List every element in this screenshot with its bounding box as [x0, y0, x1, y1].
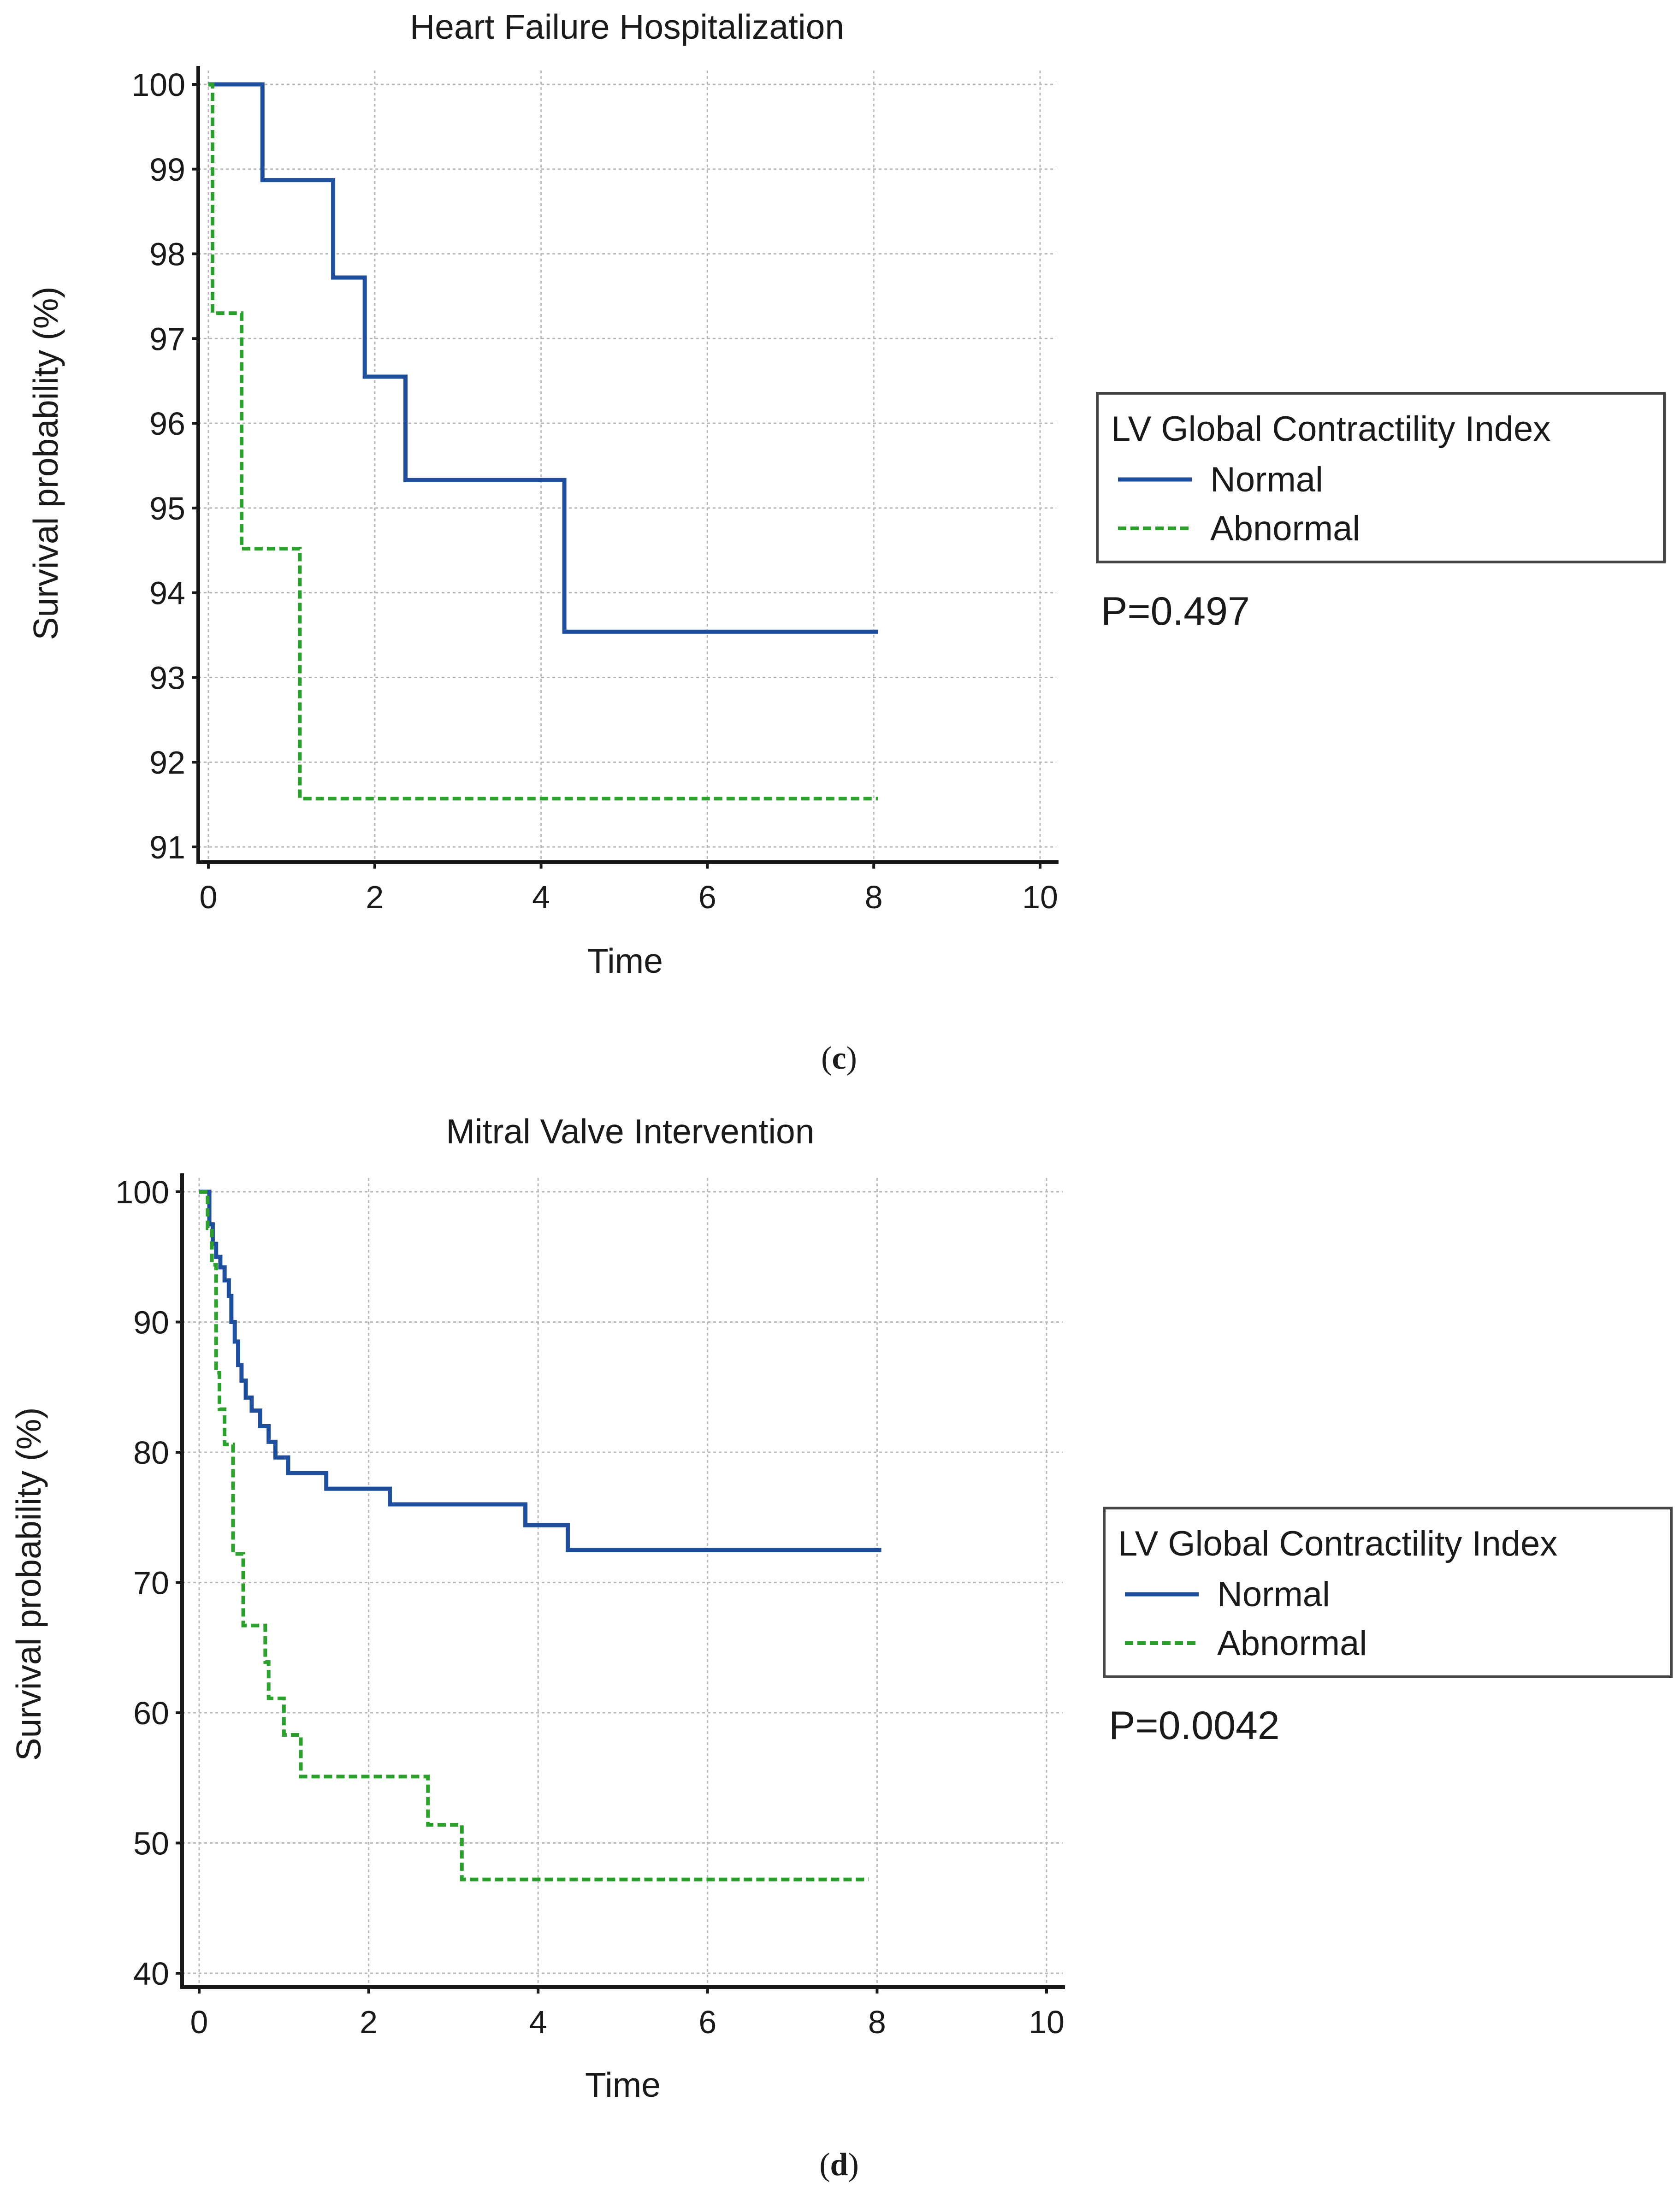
legend-title: LV Global Contractility Index	[1118, 1524, 1557, 1563]
legend-label-abnormal: Abnormal	[1210, 509, 1360, 548]
legend-label-abnormal: Abnormal	[1217, 1624, 1367, 1663]
y-tick-label: 94	[149, 575, 185, 611]
panel-label: (c)	[821, 1041, 857, 1076]
legend-label-normal: Normal	[1217, 1575, 1330, 1614]
axes	[192, 66, 1059, 869]
x-tick-label: 6	[698, 2004, 716, 2040]
series-abnormal-line	[208, 83, 878, 801]
y-tick-label: 93	[149, 660, 185, 696]
p-value: P=0.0042	[1109, 1704, 1280, 1748]
legend-title: LV Global Contractility Index	[1111, 409, 1550, 449]
legend: LV Global Contractility Index Normal Abn…	[1096, 392, 1666, 563]
series-group	[199, 1189, 881, 1881]
p-value: P=0.497	[1101, 589, 1250, 633]
series-group	[208, 82, 878, 801]
x-tick-labels: 0 2 4 6 8 10	[200, 879, 1058, 915]
y-tick-label: 97	[149, 321, 185, 357]
panel-letter: d	[830, 2147, 848, 2183]
series-normal-line	[199, 1189, 881, 1552]
x-tick-label: 8	[868, 2004, 886, 2040]
panel-letter: c	[832, 1041, 846, 1076]
x-tick-label: 4	[529, 2004, 547, 2040]
panel-label: (d)	[819, 2147, 859, 2183]
y-tick-label: 92	[149, 745, 185, 781]
y-tick-label: 100	[115, 1174, 169, 1210]
y-axis-label: Survival probability (%)	[9, 1408, 48, 1761]
y-tick-labels: 40 50 60 70 80 90 100	[115, 1174, 169, 1992]
panel-c: Heart Failure Hospitalization 91 92 93 94 95…	[26, 7, 1666, 1076]
x-tick-label: 10	[1029, 2004, 1065, 2040]
x-tick-label: 10	[1022, 879, 1058, 915]
x-tick-label: 0	[200, 879, 218, 915]
y-tick-label: 99	[149, 152, 185, 188]
y-tick-label: 80	[133, 1435, 169, 1471]
y-tick-labels: 91 92 93 94 95 96 97 98 99 100	[131, 67, 185, 865]
axes	[176, 1173, 1065, 1994]
series-abnormal-line	[199, 1190, 869, 1881]
x-tick-label: 0	[190, 2004, 208, 2040]
y-tick-label: 96	[149, 406, 185, 442]
x-tick-labels: 0 2 4 6 8 10	[190, 2004, 1065, 2040]
y-tick-label: 40	[133, 1956, 169, 1992]
y-tick-label: 70	[133, 1565, 169, 1601]
x-tick-label: 6	[698, 879, 716, 915]
y-tick-label: 91	[149, 829, 185, 865]
chart-title: Heart Failure Hospitalization	[410, 7, 844, 46]
grid	[198, 71, 1056, 862]
x-tick-label: 4	[532, 879, 550, 915]
chart-title: Mitral Valve Intervention	[446, 1112, 815, 1151]
series-normal-line	[208, 82, 878, 634]
y-tick-label: 95	[149, 491, 185, 527]
y-tick-label: 60	[133, 1695, 169, 1731]
x-tick-label: 2	[360, 2004, 378, 2040]
grid	[182, 1178, 1063, 1987]
y-tick-label: 50	[133, 1826, 169, 1862]
legend-label-normal: Normal	[1210, 460, 1323, 499]
x-axis-label: Time	[585, 2065, 661, 2104]
x-tick-label: 8	[865, 879, 883, 915]
panel-d: Mitral Valve Intervention 40506070809010…	[9, 1112, 1673, 2183]
y-axis-label: Survival probability (%)	[26, 287, 65, 640]
x-tick-label: 2	[366, 879, 384, 915]
legend: LV Global Contractility Index Normal Abn…	[1103, 1507, 1673, 1678]
y-tick-label: 90	[133, 1305, 169, 1341]
y-tick-label: 98	[149, 237, 185, 272]
x-axis-label: Time	[587, 941, 663, 980]
y-tick-label: 100	[131, 67, 185, 103]
